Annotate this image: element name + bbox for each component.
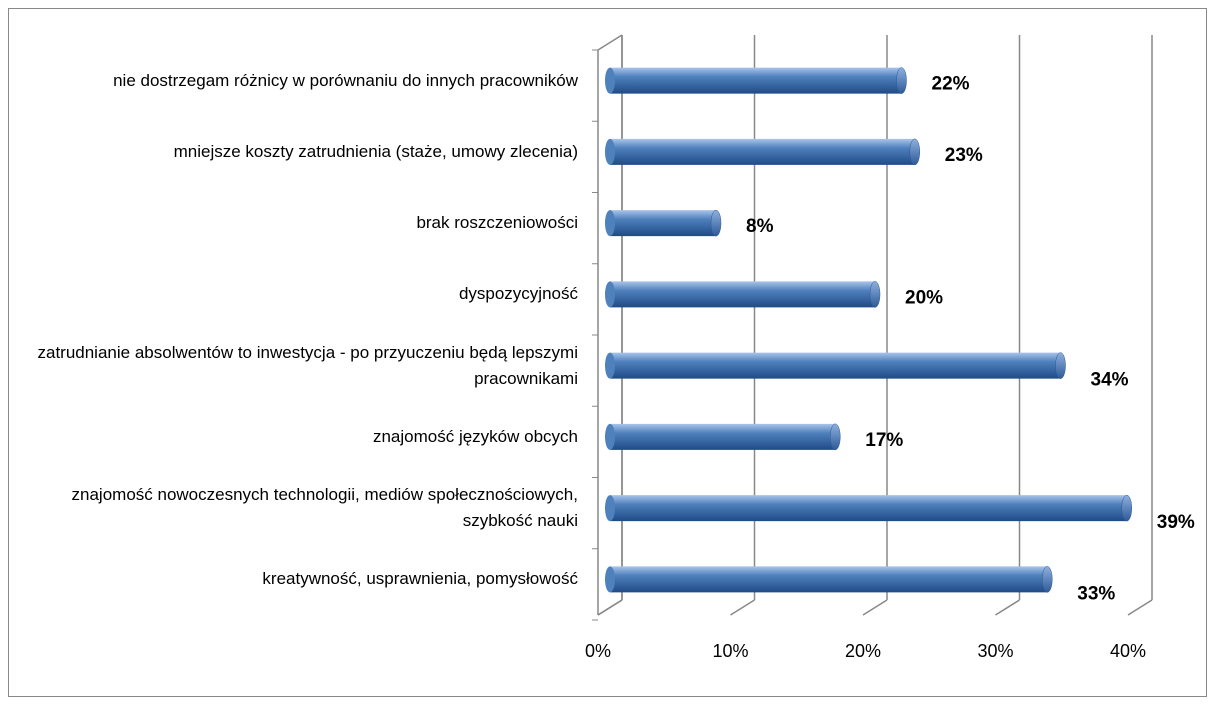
bar [610, 210, 716, 237]
grid-line-floor [597, 599, 623, 616]
bar-base [605, 566, 615, 593]
grid-line-floor [862, 599, 888, 616]
value-label: 8% [746, 216, 774, 237]
category-label: dyspozycyjność [458, 284, 578, 304]
x-tick-label: 40% [1110, 641, 1146, 661]
value-label: 20% [905, 287, 943, 308]
bar-cap [830, 423, 841, 451]
bar [610, 423, 836, 450]
bar [610, 495, 1127, 522]
bar-base [605, 138, 615, 165]
bar-base [605, 210, 615, 237]
value-label: 23% [945, 145, 983, 166]
bar-base [605, 495, 615, 522]
x-tick-label: 10% [712, 641, 748, 661]
category-label: mniejsze koszty zatrudnienia (staże, umo… [173, 141, 578, 161]
bar-cap [869, 281, 881, 308]
grid-line-floor [995, 599, 1020, 616]
bar-base [605, 281, 615, 308]
value-label: 39% [1157, 512, 1195, 533]
category-label: brak roszczeniowości [416, 213, 578, 233]
bar [610, 566, 1048, 593]
category-label: zatrudnianie absolwentów to inwestycja -… [37, 342, 578, 388]
bar-base [605, 67, 615, 94]
bar-cap [710, 209, 722, 237]
x-tick-label: 30% [977, 641, 1013, 661]
grid-line-floor [1127, 599, 1153, 616]
category-label: kreatywność, usprawnienia, pomysłowość [262, 569, 578, 589]
grid-line-floor [730, 599, 755, 616]
bar-cap [909, 138, 920, 166]
bar [610, 138, 915, 165]
x-tick-label: 20% [845, 641, 881, 661]
bar [610, 352, 1061, 379]
bar-base [605, 423, 615, 450]
category-label: znajomość języków obcych [372, 426, 578, 446]
bar-cap [1121, 494, 1132, 522]
category-label: nie dostrzegam różnicy w porównaniu do i… [113, 70, 578, 90]
value-label: 33% [1077, 583, 1115, 604]
bar-cap [1055, 352, 1066, 379]
frame [8, 8, 1207, 697]
value-label: 34% [1091, 370, 1129, 391]
value-label: 17% [865, 430, 903, 451]
bar-cap [1042, 566, 1053, 593]
bar [610, 281, 875, 308]
axis-left-top [597, 34, 623, 51]
value-label: 22% [932, 74, 970, 95]
category-label: znajomość nowoczesnych technologii, medi… [71, 485, 578, 531]
x-tick-label: 0% [585, 641, 611, 661]
bar-cap [896, 67, 907, 94]
bar-base [605, 352, 615, 379]
bar [610, 67, 902, 94]
